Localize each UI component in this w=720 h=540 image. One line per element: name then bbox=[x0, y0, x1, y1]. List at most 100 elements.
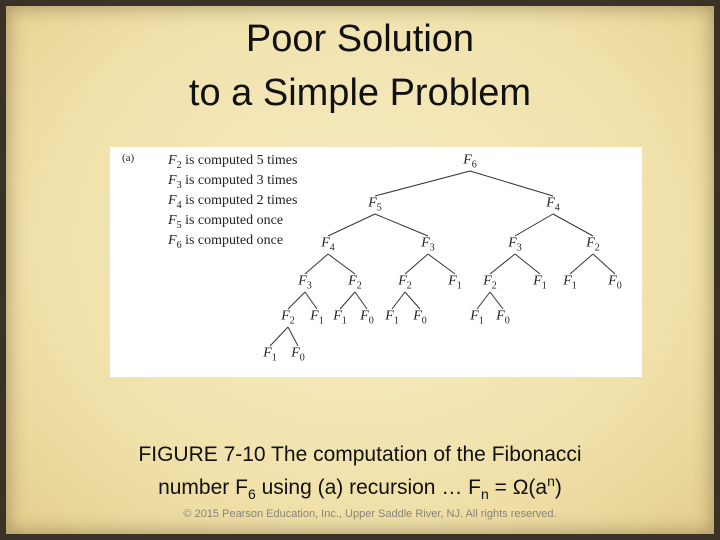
legend-f: F bbox=[168, 193, 177, 208]
slide-title: to a Simple Problem bbox=[188, 72, 532, 114]
node-f: F bbox=[333, 308, 342, 324]
tree-edge bbox=[374, 213, 429, 237]
tree-edge bbox=[374, 170, 471, 197]
legend-f: F bbox=[168, 213, 177, 228]
legend-f: F bbox=[168, 153, 177, 168]
legend-row: F6 is computed once bbox=[168, 234, 283, 251]
caption: number F6 using (a) recursion … Fn = Ω(a… bbox=[0, 473, 720, 502]
caption-text: = Ω(a bbox=[488, 476, 548, 499]
node-index: 4 bbox=[554, 202, 560, 214]
legend-row: F4 is computed 2 times bbox=[168, 194, 297, 211]
node-index: 0 bbox=[299, 352, 305, 364]
tree-edge bbox=[552, 213, 594, 237]
node-f: F bbox=[508, 235, 517, 251]
tree-node: F2 bbox=[586, 235, 600, 254]
node-index: 3 bbox=[516, 242, 522, 254]
tree-edge bbox=[404, 253, 429, 275]
legend-text: is computed once bbox=[185, 213, 284, 228]
tree-node: F2 bbox=[398, 273, 412, 292]
tree-edge bbox=[304, 291, 318, 310]
node-f: F bbox=[263, 345, 272, 361]
caption-text: number F bbox=[158, 476, 248, 499]
figure: (a) F2 is computed 5 times F3 is computed… bbox=[110, 147, 642, 377]
node-f: F bbox=[483, 273, 492, 289]
node-f: F bbox=[398, 273, 407, 289]
tree-node: F1 bbox=[333, 308, 347, 327]
node-index: 2 bbox=[356, 280, 362, 292]
node-index: 1 bbox=[456, 280, 462, 292]
tree-node: F2 bbox=[281, 308, 295, 327]
legend-index: 5 bbox=[176, 220, 182, 231]
tree-node: F0 bbox=[360, 309, 374, 327]
tree-node: F4 bbox=[321, 235, 335, 254]
node-index: 3 bbox=[429, 242, 435, 254]
slide-title: Poor Solution bbox=[245, 18, 475, 60]
tree-node: F0 bbox=[291, 345, 305, 364]
node-index: 5 bbox=[376, 202, 382, 214]
tree-edge bbox=[489, 291, 504, 310]
legend-row: F5 is computed once bbox=[168, 214, 283, 231]
tree-node: F1 bbox=[310, 308, 324, 327]
node-f: F bbox=[470, 308, 479, 324]
tree-edge bbox=[489, 253, 516, 275]
tree-node: F1 bbox=[563, 274, 577, 292]
legend-row: F3 is computed 3 times bbox=[168, 174, 297, 191]
tree-edge bbox=[269, 326, 289, 347]
caption-sub: n bbox=[481, 486, 489, 503]
node-f: F bbox=[291, 345, 300, 361]
node-f: F bbox=[310, 308, 319, 324]
node-index: 6 bbox=[471, 159, 477, 171]
node-index: 1 bbox=[318, 315, 324, 327]
tree-edge bbox=[287, 326, 299, 347]
node-index: 2 bbox=[289, 315, 295, 327]
tree-node: F3 bbox=[421, 235, 435, 254]
tree-edge bbox=[339, 291, 356, 310]
tree-edge bbox=[514, 253, 541, 275]
node-f: F bbox=[448, 273, 457, 289]
node-f: F bbox=[413, 308, 422, 324]
tree-node: F1 bbox=[263, 345, 277, 364]
tree-node: F1 bbox=[470, 308, 484, 327]
tree-edge bbox=[287, 291, 306, 310]
tree-edge bbox=[304, 253, 329, 275]
tree-edge bbox=[427, 253, 456, 275]
tree-node: F2 bbox=[483, 273, 497, 292]
tree-node: F3 bbox=[508, 235, 522, 254]
node-index: 2 bbox=[491, 280, 497, 292]
node-index: 2 bbox=[406, 280, 412, 292]
tree-edge bbox=[404, 291, 421, 310]
node-f: F bbox=[348, 273, 357, 289]
node-f: F bbox=[421, 235, 430, 251]
caption-text: ) bbox=[554, 476, 562, 499]
node-f: F bbox=[546, 195, 555, 211]
tree-edge bbox=[327, 213, 376, 237]
legend-index: 3 bbox=[176, 180, 182, 191]
node-f: F bbox=[281, 308, 290, 324]
tree-node: F1 bbox=[448, 273, 462, 292]
node-f: F bbox=[463, 152, 472, 168]
node-index: 1 bbox=[341, 315, 347, 327]
legend-f: F bbox=[168, 173, 177, 188]
caption: FIGURE 7-10 The computation of the Fibon… bbox=[138, 443, 582, 466]
legend-text: is computed 2 times bbox=[185, 193, 298, 208]
tree-edge bbox=[476, 291, 491, 310]
caption-text: using (a) recursion … F bbox=[255, 476, 481, 499]
tree-node: F5 bbox=[368, 196, 382, 214]
legend-index: 4 bbox=[176, 200, 182, 211]
legend-index: 6 bbox=[176, 240, 182, 251]
node-f: F bbox=[321, 235, 330, 251]
node-f: F bbox=[586, 235, 595, 251]
node-index: 0 bbox=[504, 315, 510, 327]
tree-edge bbox=[469, 170, 554, 197]
node-index: 2 bbox=[594, 242, 600, 254]
legend-text: is computed once bbox=[185, 233, 284, 248]
footer: © 2015 Pearson Education, Inc., Upper Sa… bbox=[183, 508, 557, 520]
tree-edge bbox=[514, 213, 554, 237]
tree-edge bbox=[569, 253, 594, 275]
tree-node: F2 bbox=[348, 273, 362, 292]
tree-node: F6 bbox=[463, 152, 477, 171]
caption-sup: n bbox=[547, 473, 555, 489]
node-index: 0 bbox=[368, 315, 374, 327]
node-f: F bbox=[533, 273, 542, 289]
node-index: 3 bbox=[306, 280, 312, 292]
